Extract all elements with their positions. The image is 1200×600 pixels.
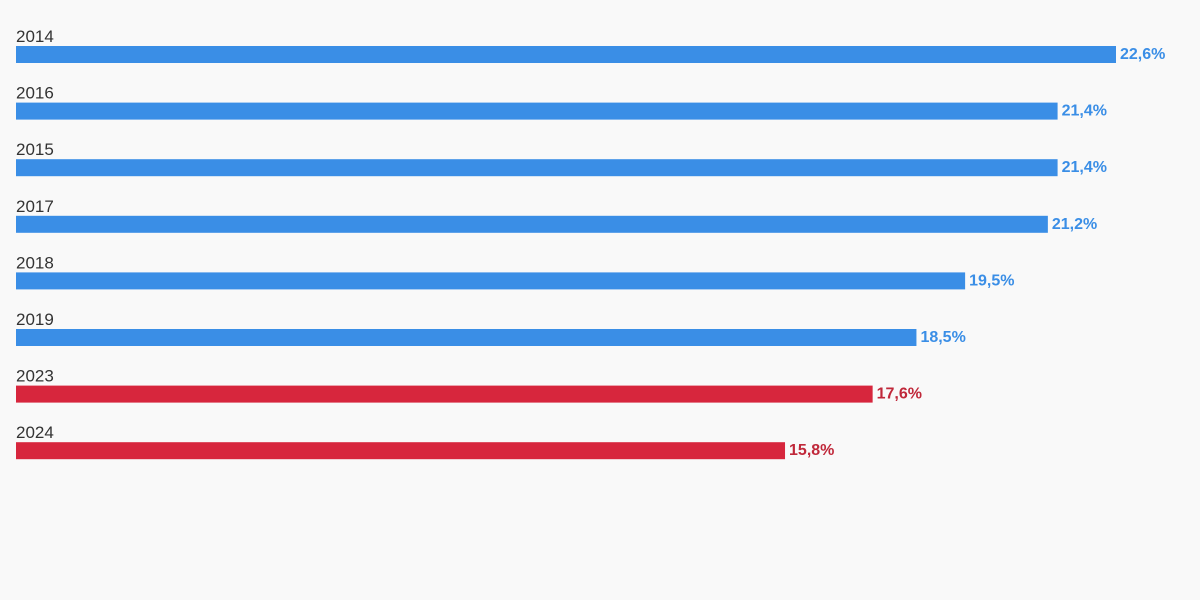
bar-row-2018: 2018 19,5% — [16, 253, 1014, 290]
bar — [16, 272, 966, 290]
category-label: 2016 — [16, 84, 54, 103]
bar — [16, 442, 786, 460]
category-label: 2018 — [16, 253, 54, 272]
bar-row-2014: 2014 22,6% — [16, 27, 1165, 63]
value-label: 19,5% — [969, 272, 1014, 289]
bar-row-2024: 2024 15,8% — [16, 423, 834, 460]
value-label: 21,4% — [1062, 103, 1107, 120]
value-label: 17,6% — [877, 386, 922, 403]
value-label: 22,6% — [1120, 46, 1165, 63]
value-label: 15,8% — [789, 442, 834, 459]
bar — [16, 102, 1058, 120]
value-label: 21,4% — [1062, 159, 1107, 176]
bar-row-2016: 2016 21,4% — [16, 84, 1107, 120]
category-label: 2014 — [16, 27, 54, 46]
bar-row-2023: 2023 17,6% — [16, 367, 922, 403]
bar — [16, 159, 1058, 177]
value-label: 21,2% — [1052, 216, 1097, 233]
bar — [16, 46, 1116, 63]
category-label: 2017 — [16, 197, 54, 216]
bar-row-2017: 2017 21,2% — [16, 197, 1097, 233]
bar — [16, 329, 917, 346]
category-label: 2019 — [16, 310, 54, 329]
bar — [16, 215, 1048, 233]
value-label: 18,5% — [920, 329, 965, 346]
category-label: 2015 — [16, 140, 54, 159]
bar — [16, 385, 873, 403]
category-label: 2024 — [16, 423, 54, 442]
bar-row-2015: 2015 21,4% — [16, 140, 1107, 177]
bar-row-2019: 2019 18,5% — [16, 310, 966, 346]
bars-group: 2014 22,6% 2016 21,4% 2015 21,4% 2017 21,2% 2018… — [16, 27, 1165, 460]
category-label: 2023 — [16, 367, 54, 386]
